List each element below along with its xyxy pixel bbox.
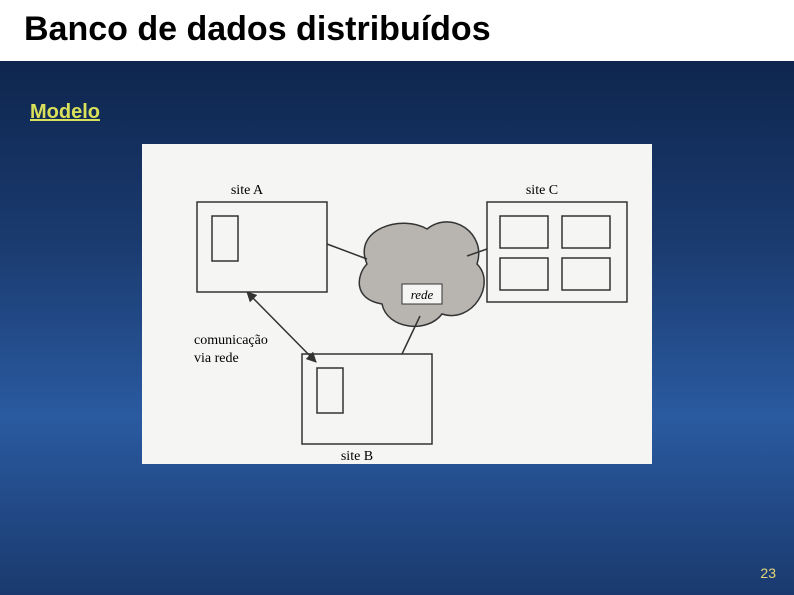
inner-box-siteC-0: [500, 216, 548, 248]
site-label-siteB: site B: [341, 449, 373, 464]
slide-title: Banco de dados distribuídos: [24, 10, 770, 49]
site-box-siteC: [487, 202, 627, 302]
title-band: Banco de dados distribuídos: [0, 0, 794, 61]
inner-box-siteC-1: [562, 216, 610, 248]
inner-box-siteB-0: [317, 368, 343, 413]
inner-box-siteC-3: [562, 258, 610, 290]
cloud-label: rede: [411, 287, 434, 302]
slide-subtitle: Modelo: [30, 101, 794, 124]
edge-3: [247, 292, 316, 362]
edge-0: [327, 244, 367, 259]
cloud-rede: [359, 222, 484, 327]
annotation-line-1: via rede: [194, 351, 239, 366]
inner-box-siteA-0: [212, 216, 238, 261]
annotation-line-0: comunicação: [194, 333, 268, 348]
diagram-container: site A site B site C rede comunicação via red…: [142, 144, 652, 464]
site-label-siteA: site A: [231, 183, 264, 198]
network-diagram: site A site B site C rede comunicação via red…: [142, 144, 652, 464]
site-label-siteC: site C: [526, 183, 558, 198]
page-number: 23: [760, 565, 776, 581]
inner-box-siteC-2: [500, 258, 548, 290]
